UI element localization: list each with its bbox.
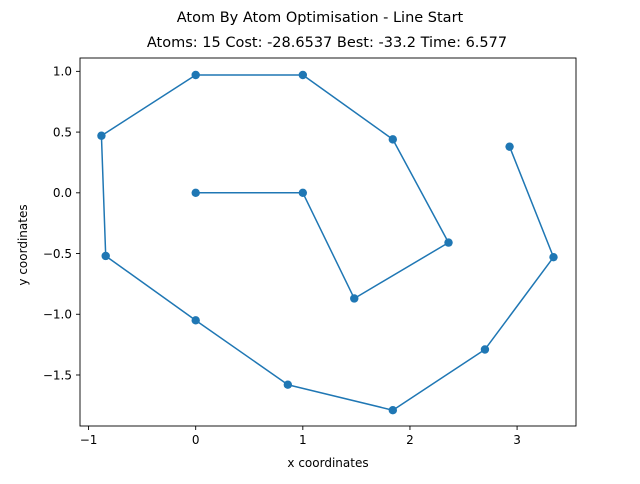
data-point-11 [388, 406, 398, 415]
data-point-0 [191, 188, 200, 198]
y-tick-label: −0.5 [43, 247, 72, 261]
data-point-13 [549, 252, 558, 262]
data-point-9 [191, 316, 200, 325]
y-tick-label: −1.5 [43, 368, 72, 382]
data-point-5 [298, 70, 308, 80]
y-tick-label: 1.0 [53, 65, 72, 79]
data-point-14 [505, 142, 514, 151]
data-point-8 [101, 251, 110, 261]
data-point-3 [444, 238, 453, 247]
y-tick-label: 0.0 [53, 186, 72, 200]
y-tick-label: −1.0 [43, 308, 72, 322]
data-point-7 [97, 131, 106, 140]
data-point-1 [298, 188, 308, 198]
series-line-0 [100, 74, 555, 411]
x-axis-label: x coordinates [287, 456, 368, 470]
y-tick-label: 0.5 [53, 125, 72, 139]
data-point-12 [480, 345, 490, 354]
x-tick-label: 0 [192, 433, 200, 447]
data-point-6 [191, 70, 200, 80]
data-point-10 [283, 380, 293, 389]
x-tick-label: 1 [299, 433, 307, 447]
chart-title: Atom By Atom Optimisation - Line Start [177, 10, 464, 26]
chart-subtitle: Atoms: 15 Cost: -28.6537 Best: -33.2 Tim… [147, 35, 507, 51]
x-tick-label: −1 [80, 433, 98, 447]
plot-area: −1 0 1 2 3 1.0 0.5 0.0 −0.5 −1.0 −1.5 [43, 57, 577, 447]
y-axis-label: y coordinates [16, 204, 30, 285]
data-point-4 [388, 135, 398, 144]
plot-frame [79, 57, 577, 427]
data-point-2 [350, 294, 359, 303]
x-tick-label: 3 [513, 433, 521, 447]
x-tick-label: 2 [406, 433, 414, 447]
